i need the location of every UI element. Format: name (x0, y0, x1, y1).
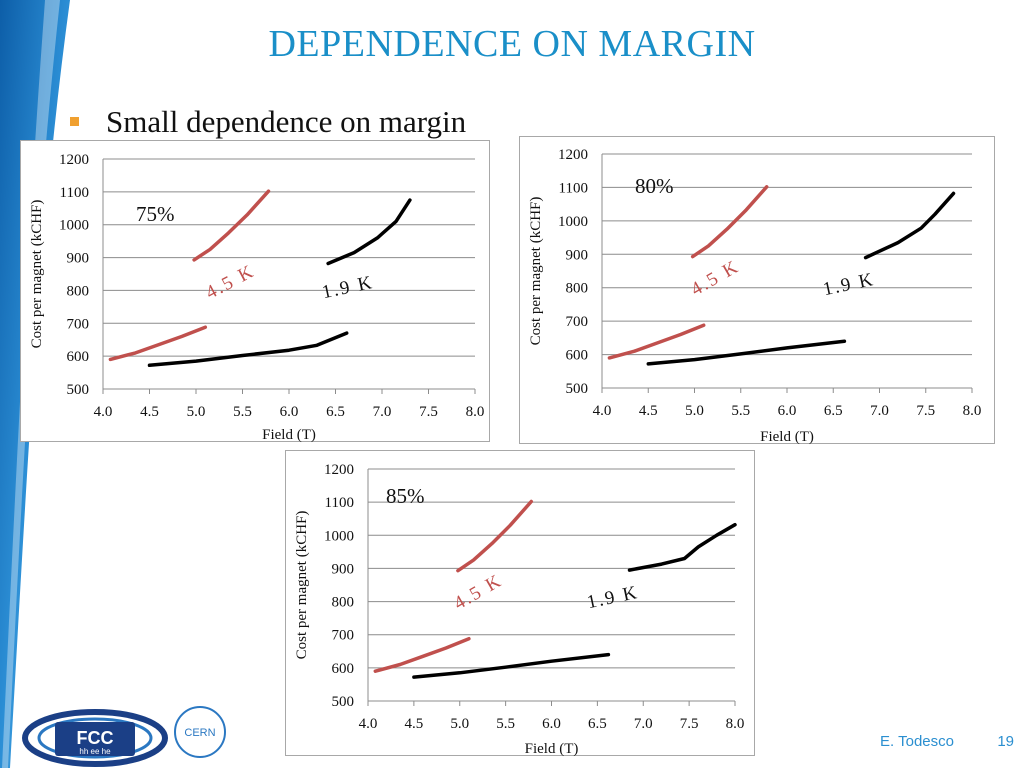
y-tick-label: 800 (332, 595, 355, 611)
x-tick-label: 6.5 (326, 404, 345, 420)
chart-svg: 500 600 700 800 900 1000 1100 1200 4.0 4.5 5.0 5.5 6… (29, 152, 485, 443)
y-tick-label: 500 (332, 694, 355, 710)
y-tick-label: 1200 (324, 462, 354, 478)
margin-annotation: 80% (635, 174, 674, 198)
y-tick-label: 600 (332, 661, 355, 677)
chart-85-percent: 500 600 700 800 900 1000 1100 1200 4.0 4.5 5.0 5.5 6… (285, 450, 755, 757)
series-line (192, 189, 271, 262)
y-tick-label: 800 (566, 281, 589, 297)
y-tick-label: 900 (566, 247, 589, 263)
y-tick-label: 900 (332, 561, 355, 577)
series-line (456, 499, 534, 573)
x-tick-label: 4.5 (639, 403, 658, 419)
margin-annotation: 75% (136, 202, 175, 226)
bullet-square-icon (70, 117, 79, 126)
y-tick-label: 800 (67, 283, 90, 299)
x-tick-label: 4.0 (593, 403, 612, 419)
margin-annotation: 85% (386, 484, 425, 508)
y-tick-label: 1000 (59, 218, 89, 234)
y-tick-label: 600 (566, 348, 589, 364)
y-tick-label: 1200 (558, 147, 588, 163)
cern-logo-text: CERN (184, 727, 215, 739)
curve-label-1-9k: 1.9 K (821, 269, 876, 300)
curve-label-4-5k: 4.5 K (687, 256, 743, 300)
series-line (627, 522, 737, 572)
curve-label-4-5k: 4.5 K (202, 261, 258, 304)
y-axis-label: Cost per magnet (kCHF) (528, 197, 544, 346)
x-tick-label: 6.0 (280, 404, 299, 420)
y-tick-label: 1000 (324, 528, 354, 544)
x-axis-label: Field (T) (262, 427, 316, 443)
series-line (863, 191, 956, 260)
series-line (412, 652, 611, 679)
series-line (690, 185, 769, 259)
y-tick-label: 1100 (60, 185, 89, 201)
series-line (147, 331, 349, 368)
series-line (373, 636, 471, 673)
chart-svg: 500 600 700 800 900 1000 1100 1200 4.0 4.5 5.0 5.5 6… (294, 462, 745, 757)
chart-svg: 500 600 700 800 900 1000 1100 1200 4.0 4.5 5.0 5.5 6… (528, 147, 982, 445)
x-tick-label: 4.0 (94, 404, 113, 420)
y-tick-label: 700 (67, 316, 90, 332)
y-tick-label: 500 (566, 381, 589, 397)
series-line (646, 339, 847, 366)
y-tick-label: 600 (67, 349, 90, 365)
bullet-text: Small dependence on margin (106, 104, 467, 139)
fcc-cern-logo: FCC hh ee he CERN (22, 706, 226, 767)
slide-title: DEPENDENCE ON MARGIN (268, 23, 756, 65)
y-tick-label: 1000 (558, 214, 588, 230)
curve-label-4-5k: 4.5 K (450, 570, 506, 614)
y-tick-label: 1200 (59, 152, 89, 168)
y-tick-label: 1100 (559, 180, 588, 196)
x-tick-label: 4.5 (140, 404, 159, 420)
y-tick-label: 1100 (325, 495, 354, 511)
x-tick-label: 6.5 (824, 403, 843, 419)
x-tick-label: 7.5 (916, 403, 935, 419)
x-tick-label: 5.5 (731, 403, 750, 419)
x-tick-label: 6.5 (588, 716, 607, 732)
x-tick-label: 5.5 (233, 404, 252, 420)
x-tick-label: 4.5 (405, 716, 424, 732)
y-tick-label: 900 (67, 251, 90, 267)
x-tick-label: 5.0 (450, 716, 469, 732)
x-tick-label: 6.0 (778, 403, 797, 419)
x-tick-label: 8.0 (726, 716, 745, 732)
y-tick-label: 500 (67, 382, 90, 398)
x-tick-label: 7.0 (870, 403, 889, 419)
x-tick-label: 8.0 (963, 403, 982, 419)
x-tick-label: 7.0 (373, 404, 392, 420)
chart-80-percent: 500 600 700 800 900 1000 1100 1200 4.0 4.5 5.0 5.5 6… (519, 136, 995, 445)
fcc-logo-subtext: hh ee he (79, 747, 111, 756)
curve-label-1-9k: 1.9 K (320, 272, 375, 303)
series-line (326, 198, 412, 266)
x-axis-label: Field (T) (525, 741, 579, 757)
y-axis-label: Cost per magnet (kCHF) (29, 200, 45, 349)
left-decorative-band (0, 0, 70, 768)
series-line (607, 323, 706, 360)
x-tick-label: 7.0 (634, 716, 653, 732)
x-tick-label: 5.0 (187, 404, 206, 420)
x-tick-label: 5.5 (496, 716, 515, 732)
footer-author: E. Todesco (880, 733, 954, 750)
x-tick-label: 4.0 (359, 716, 378, 732)
x-tick-label: 6.0 (542, 716, 561, 732)
page-number: 19 (997, 733, 1014, 750)
x-tick-label: 5.0 (685, 403, 704, 419)
x-tick-label: 7.5 (680, 716, 699, 732)
fcc-logo-text: FCC (77, 728, 114, 748)
series-line (108, 325, 208, 362)
x-tick-label: 8.0 (466, 404, 485, 420)
x-axis-label: Field (T) (760, 429, 814, 445)
chart-75-percent: 500 600 700 800 900 1000 1100 1200 4.0 4.5 5.0 5.5 6… (20, 140, 490, 443)
x-tick-label: 7.5 (419, 404, 438, 420)
y-axis-label: Cost per magnet (kCHF) (294, 511, 310, 660)
y-tick-label: 700 (332, 628, 355, 644)
y-tick-label: 700 (566, 314, 589, 330)
curve-label-1-9k: 1.9 K (585, 582, 640, 613)
